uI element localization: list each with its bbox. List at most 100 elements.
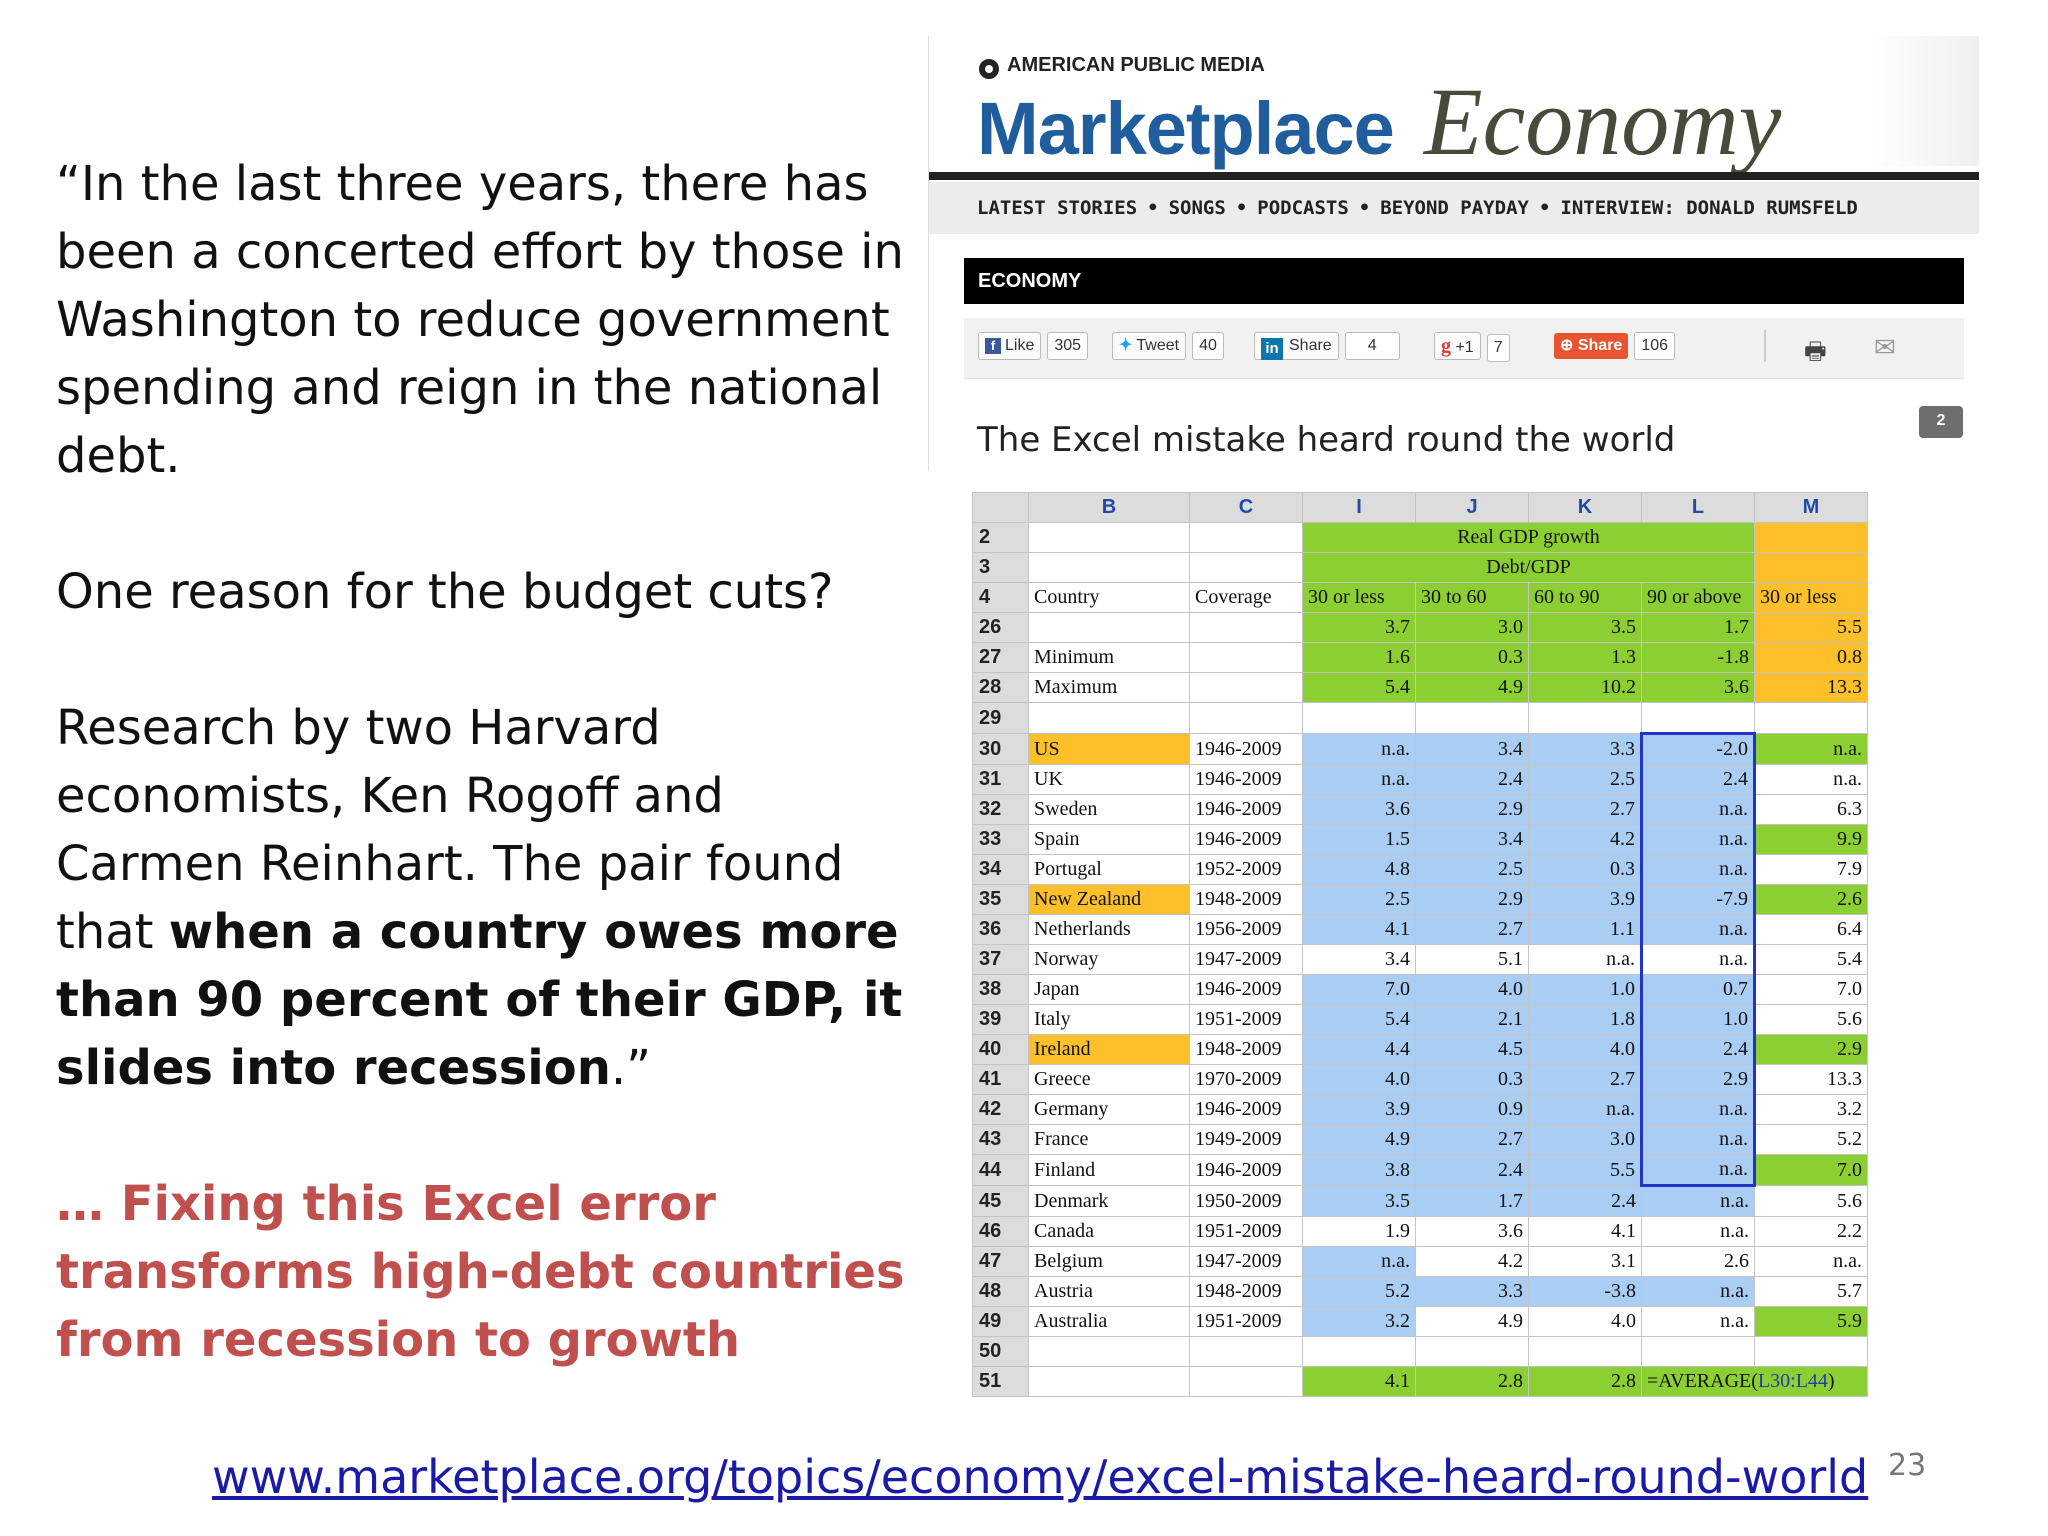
- summary-value[interactable]: 0.3: [1415, 642, 1529, 673]
- country-name[interactable]: Sweden: [1028, 794, 1190, 825]
- coverage-years[interactable]: 1951-2009: [1189, 1306, 1303, 1337]
- country-name[interactable]: Canada: [1028, 1216, 1190, 1247]
- data-value[interactable]: 4.9: [1302, 1124, 1416, 1155]
- data-value[interactable]: 2.7: [1415, 1124, 1529, 1155]
- summary-value[interactable]: 3.7: [1302, 612, 1416, 643]
- country-name[interactable]: Ireland: [1028, 1034, 1190, 1065]
- data-value[interactable]: 1.0: [1528, 974, 1642, 1005]
- summary-value[interactable]: 1.6: [1302, 642, 1416, 673]
- facebook-like-button[interactable]: f Like: [978, 332, 1042, 360]
- row-header[interactable]: 36: [972, 914, 1029, 945]
- google-plus[interactable]: g +1 7: [1434, 332, 1510, 362]
- country-name[interactable]: Portugal: [1028, 854, 1190, 885]
- cell[interactable]: [1415, 702, 1529, 734]
- coverage-years[interactable]: 1947-2009: [1189, 944, 1303, 975]
- data-value[interactable]: 5.2: [1754, 1124, 1868, 1155]
- data-value[interactable]: 3.0: [1528, 1124, 1642, 1155]
- data-value[interactable]: 5.5: [1528, 1154, 1642, 1186]
- data-value[interactable]: 3.1: [1528, 1246, 1642, 1277]
- data-value[interactable]: 4.0: [1302, 1064, 1416, 1095]
- summary-value[interactable]: 4.9: [1415, 672, 1529, 703]
- linkedin-share-button[interactable]: in Share: [1254, 332, 1339, 360]
- row-header[interactable]: 50: [972, 1336, 1029, 1367]
- data-value[interactable]: 4.8: [1302, 854, 1416, 885]
- bin-header[interactable]: 60 to 90: [1528, 582, 1642, 613]
- cell[interactable]: [1189, 702, 1303, 734]
- row-header[interactable]: 51: [972, 1366, 1029, 1397]
- row-header[interactable]: 39: [972, 1004, 1029, 1035]
- cell[interactable]: [1189, 642, 1303, 673]
- country-name[interactable]: Spain: [1028, 824, 1190, 855]
- data-value[interactable]: 5.2: [1302, 1276, 1416, 1307]
- cell[interactable]: [1189, 1336, 1303, 1367]
- cell[interactable]: [1302, 1336, 1416, 1367]
- nav-songs[interactable]: SONGS: [1168, 197, 1226, 219]
- data-value[interactable]: 2.4: [1528, 1185, 1642, 1217]
- column-header[interactable]: M: [1754, 492, 1868, 523]
- cell[interactable]: [1028, 522, 1190, 553]
- data-value[interactable]: n.a.: [1640, 944, 1756, 975]
- cell[interactable]: [1028, 1336, 1190, 1367]
- data-value[interactable]: 2.7: [1528, 1064, 1642, 1095]
- cell[interactable]: [1754, 702, 1868, 734]
- average-value[interactable]: 2.8: [1415, 1366, 1529, 1397]
- data-value[interactable]: 4.0: [1528, 1034, 1642, 1065]
- marketplace-logo[interactable]: Marketplace: [977, 87, 1395, 170]
- country-name[interactable]: Denmark: [1028, 1185, 1190, 1217]
- country-name[interactable]: Belgium: [1028, 1246, 1190, 1277]
- data-value[interactable]: 1.9: [1302, 1216, 1416, 1247]
- data-value[interactable]: 3.4: [1415, 824, 1529, 855]
- google-plus-button[interactable]: g +1: [1434, 332, 1481, 360]
- data-value[interactable]: 4.1: [1528, 1216, 1642, 1247]
- cell[interactable]: [1754, 1336, 1868, 1367]
- data-value[interactable]: n.a.: [1302, 733, 1416, 765]
- data-value[interactable]: n.a.: [1640, 854, 1756, 885]
- coverage-years[interactable]: 1948-2009: [1189, 1034, 1303, 1065]
- coverage-years[interactable]: 1950-2009: [1189, 1185, 1303, 1217]
- data-value[interactable]: n.a.: [1528, 1094, 1642, 1125]
- data-value[interactable]: 0.3: [1415, 1064, 1529, 1095]
- data-value[interactable]: n.a.: [1641, 1216, 1755, 1247]
- column-header[interactable]: C: [1189, 492, 1303, 523]
- row-header[interactable]: 48: [972, 1276, 1029, 1307]
- coverage-years[interactable]: 1951-2009: [1189, 1004, 1303, 1035]
- data-value[interactable]: 2.9: [1415, 794, 1529, 825]
- summary-value[interactable]: 10.2: [1528, 672, 1642, 703]
- data-value[interactable]: 3.3: [1415, 1276, 1529, 1307]
- data-value[interactable]: 4.2: [1528, 824, 1642, 855]
- country-name[interactable]: Australia: [1028, 1306, 1190, 1337]
- column-header[interactable]: L: [1641, 492, 1755, 523]
- data-value[interactable]: 5.4: [1302, 1004, 1416, 1035]
- data-value[interactable]: 5.6: [1754, 1185, 1868, 1217]
- coverage-years[interactable]: 1946-2009: [1189, 1094, 1303, 1125]
- data-value[interactable]: 6.4: [1754, 914, 1868, 945]
- country-name[interactable]: France: [1028, 1124, 1190, 1155]
- header-group-title[interactable]: Real GDP growth: [1302, 522, 1755, 553]
- data-value[interactable]: 4.4: [1302, 1034, 1416, 1065]
- bin-header[interactable]: 30 or less: [1754, 582, 1868, 613]
- summary-value[interactable]: 1.3: [1528, 642, 1642, 673]
- coverage-years[interactable]: 1948-2009: [1189, 884, 1303, 915]
- cell[interactable]: [1189, 672, 1303, 703]
- data-value[interactable]: 0.9: [1415, 1094, 1529, 1125]
- country-name[interactable]: Norway: [1028, 944, 1190, 975]
- coverage-years[interactable]: 1946-2009: [1189, 974, 1303, 1005]
- data-value[interactable]: 2.7: [1528, 794, 1642, 825]
- data-value[interactable]: 3.2: [1302, 1306, 1416, 1337]
- data-value[interactable]: -2.0: [1640, 732, 1756, 765]
- data-value[interactable]: n.a.: [1302, 764, 1416, 795]
- row-header[interactable]: 38: [972, 974, 1029, 1005]
- column-header[interactable]: J: [1415, 492, 1529, 523]
- average-value[interactable]: 2.8: [1528, 1366, 1642, 1397]
- row-header[interactable]: 35: [972, 884, 1029, 915]
- coverage-years[interactable]: 1946-2009: [1189, 733, 1303, 765]
- row-header[interactable]: 3: [972, 552, 1029, 583]
- row-header[interactable]: 40: [972, 1034, 1029, 1065]
- comment-count-badge[interactable]: 2: [1919, 406, 1963, 438]
- data-value[interactable]: n.a.: [1640, 914, 1756, 945]
- data-value[interactable]: 2.4: [1640, 1034, 1756, 1065]
- source-link[interactable]: www.marketplace.org/topics/economy/excel…: [212, 1450, 1869, 1504]
- country-name[interactable]: Netherlands: [1028, 914, 1190, 945]
- data-value[interactable]: 1.7: [1415, 1185, 1529, 1217]
- coverage-years[interactable]: 1946-2009: [1189, 824, 1303, 855]
